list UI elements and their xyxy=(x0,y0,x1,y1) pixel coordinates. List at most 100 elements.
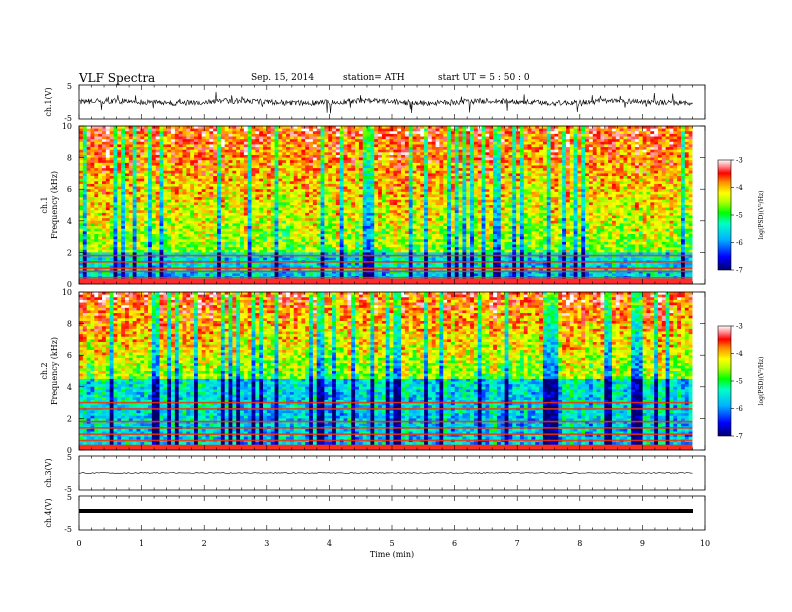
spectrogram-cell xyxy=(366,186,371,190)
spectrogram-cell xyxy=(94,181,99,185)
spectrogram-cell xyxy=(358,144,364,148)
spectrogram-cell xyxy=(493,191,498,195)
spectrogram-cell xyxy=(420,173,425,177)
spectrogram-cell xyxy=(458,197,463,201)
spectrogram-cell xyxy=(94,154,99,158)
spectrogram-cell xyxy=(550,202,555,206)
spectrogram-cell xyxy=(297,165,302,169)
spectrogram-cell xyxy=(447,149,452,153)
spectrogram-cell xyxy=(680,197,686,201)
spectrogram-cell xyxy=(182,133,187,137)
spectrogram-cell xyxy=(324,191,329,195)
spectrogram-cell xyxy=(650,131,655,135)
spectrogram-cell xyxy=(132,205,137,209)
spectrogram-cell xyxy=(673,205,678,209)
spectrogram-cell xyxy=(132,131,137,135)
spectrogram-cell xyxy=(117,189,122,193)
spectrogram-cell xyxy=(642,170,647,174)
spectrogram-cell xyxy=(201,157,206,161)
spectrogram-cell xyxy=(355,181,360,185)
spectrogram-cell xyxy=(209,133,214,137)
spectrogram-cell xyxy=(512,152,517,156)
spectrogram-cell xyxy=(588,170,594,174)
spectrogram-cell xyxy=(657,144,663,148)
spectrogram-cell xyxy=(393,126,398,130)
spectrogram-cell xyxy=(274,168,279,172)
spectrogram-cell xyxy=(339,202,344,206)
spectrogram-cell xyxy=(167,131,172,135)
spectrogram-cell xyxy=(508,176,513,180)
spectrogram-cell xyxy=(301,128,306,132)
spectrogram-cell xyxy=(450,149,456,153)
spectrogram-cell xyxy=(213,139,218,143)
spectrogram-cell xyxy=(240,191,245,195)
spectrogram-cell xyxy=(148,136,153,140)
spectrogram-cell xyxy=(263,162,268,166)
spectrogram-cell xyxy=(408,176,413,180)
spectrogram-cell xyxy=(205,183,210,187)
spectrogram-cell xyxy=(393,160,398,164)
spectrogram-cell xyxy=(155,191,160,195)
spectrogram-cell xyxy=(531,165,536,169)
spectrogram-cell xyxy=(562,160,567,164)
spectrogram-cell xyxy=(466,154,471,158)
spectrogram-cell xyxy=(190,191,195,195)
spectrogram-cell xyxy=(209,181,214,185)
spectrogram-cell xyxy=(680,144,686,148)
spectrogram-cell xyxy=(554,170,559,174)
spectrogram-cell xyxy=(389,191,394,195)
spectrogram-cell xyxy=(220,205,226,209)
spectrogram-cell xyxy=(608,183,613,187)
spectrogram-cell xyxy=(462,152,467,156)
spectrogram-cell xyxy=(343,141,348,145)
spectrogram-cell xyxy=(163,207,168,211)
spectrogram-cell xyxy=(493,136,498,140)
spectrogram-cell xyxy=(427,128,433,132)
spectrogram-cell xyxy=(282,178,287,182)
spectrogram-cell xyxy=(608,197,613,201)
spectrogram-cell xyxy=(86,207,91,211)
spectrogram-cell xyxy=(328,154,333,158)
spectrogram-cell xyxy=(447,126,452,130)
spectrogram-cell xyxy=(427,157,433,161)
spectrogram-cell xyxy=(335,128,341,132)
spectrogram-cell xyxy=(623,181,628,185)
spectrogram-cell xyxy=(121,131,126,135)
spectrogram-cell xyxy=(105,178,111,182)
spectrogram-cell xyxy=(454,160,459,164)
spectrogram-cell xyxy=(393,136,398,140)
spectrogram-cell xyxy=(125,141,130,145)
spectrogram-cell xyxy=(523,202,528,206)
spectrogram-cell xyxy=(470,170,475,174)
spectrogram-cell xyxy=(171,141,176,145)
spectrogram-cell xyxy=(642,189,647,193)
spectrogram-cell xyxy=(627,128,632,132)
spectrogram-cell xyxy=(159,183,164,187)
spectrogram-cell xyxy=(673,189,678,193)
spectrogram-cell xyxy=(569,202,575,206)
spectrogram-cell xyxy=(450,194,456,198)
spectrogram-cell xyxy=(82,139,88,143)
spectrogram-cell xyxy=(167,202,172,206)
spectrogram-cell xyxy=(266,170,272,174)
spectrogram-cell xyxy=(615,139,621,143)
spectrogram-cell xyxy=(374,152,379,156)
spectrogram-cell xyxy=(592,154,598,158)
spectrogram-cell xyxy=(201,133,206,137)
spectrogram-cell xyxy=(82,189,88,193)
spectrogram-cell xyxy=(155,170,160,174)
spectrogram-cell xyxy=(657,152,663,156)
spectrogram-cell xyxy=(420,191,425,195)
spectrogram-cell xyxy=(569,152,575,156)
spectrogram-cell xyxy=(293,157,298,161)
spectrogram-cell xyxy=(286,194,291,198)
spectrogram-cell xyxy=(554,165,559,169)
spectrogram-cell xyxy=(362,165,367,169)
spectrogram-cell xyxy=(477,178,482,182)
spectrogram-cell xyxy=(79,189,84,193)
spectrogram-cell xyxy=(680,139,686,143)
spectrogram-cell xyxy=(669,181,674,185)
spectrogram-cell xyxy=(642,141,647,145)
spectrogram-cell xyxy=(224,165,229,169)
spectrogram-cell xyxy=(424,136,429,140)
